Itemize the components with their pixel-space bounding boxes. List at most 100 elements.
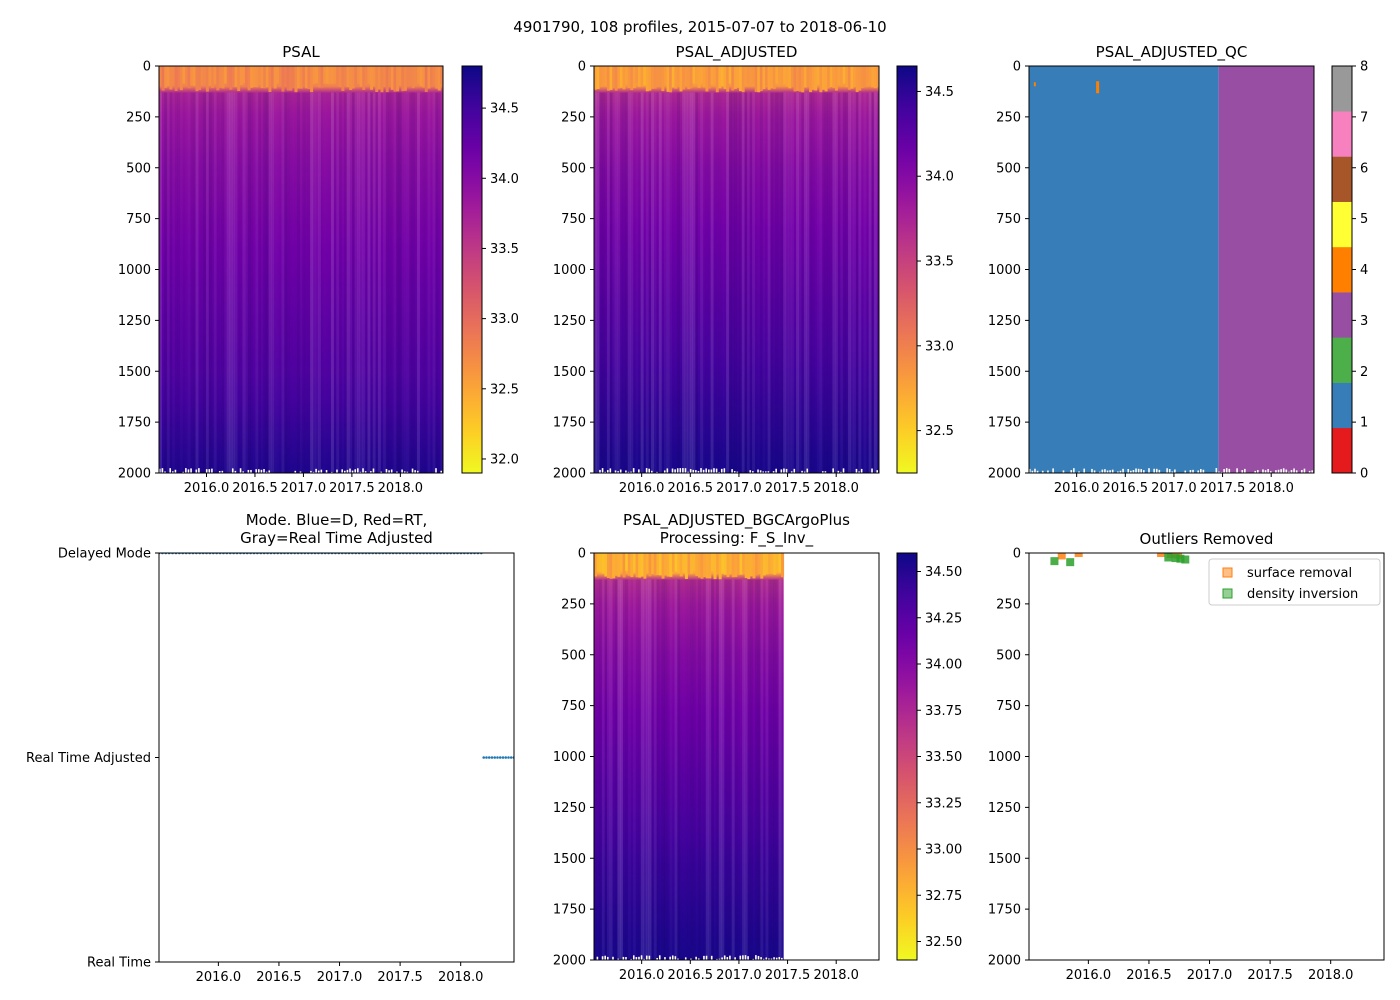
missing-data-gap xyxy=(1132,470,1135,473)
surface-layer-column xyxy=(666,66,670,92)
profile-streak xyxy=(601,92,605,473)
surface-layer-column xyxy=(697,553,701,578)
profile-streak xyxy=(695,92,699,473)
surface-layer-column xyxy=(354,66,358,88)
surface-layer-column xyxy=(294,66,298,93)
surface-layer-column xyxy=(203,66,207,85)
colorbar: 32.50 32.75 33.00 33.25 33.50 33.75 34.00 34.25… xyxy=(896,552,962,961)
surface-layer-column xyxy=(604,66,608,87)
x-tick-label: 2016.5 xyxy=(232,481,278,496)
surface-layer-column xyxy=(715,66,719,93)
missing-data-gap xyxy=(320,469,323,473)
missing-data-gap xyxy=(778,957,781,960)
surface-layer-column xyxy=(755,553,759,576)
surface-layer-column xyxy=(234,66,238,87)
y-tick-label: 1750 xyxy=(118,416,151,431)
missing-data-gap xyxy=(362,468,364,473)
missing-data-gap xyxy=(1244,468,1246,473)
x-tick-label: 2017.5 xyxy=(765,481,811,496)
surface-layer-column xyxy=(760,553,764,579)
missing-data-gap xyxy=(351,470,354,473)
profile-streak xyxy=(643,579,647,960)
surface-layer-column xyxy=(663,66,667,84)
surface-layer-column xyxy=(396,66,400,92)
profile-streak xyxy=(169,92,173,473)
surface-layer-column xyxy=(679,66,683,92)
surface-layer-column xyxy=(720,66,724,87)
x-tick-label: 2017.0 xyxy=(716,968,762,983)
profile-streak xyxy=(742,579,746,960)
surface-layer-column xyxy=(658,66,662,87)
surface-layer-column xyxy=(710,553,714,572)
missing-data-gap xyxy=(671,468,674,473)
missing-data-gap xyxy=(703,955,705,960)
missing-data-gap xyxy=(1189,470,1192,473)
surface-layer-column xyxy=(606,66,610,91)
missing-data-gap xyxy=(705,955,708,960)
x-tick-label: 2016.0 xyxy=(619,968,665,983)
profile-streak xyxy=(623,579,626,960)
missing-data-gap xyxy=(174,469,177,473)
missing-data-gap xyxy=(1192,469,1194,473)
missing-data-gap xyxy=(317,470,320,473)
profile-streak xyxy=(597,579,600,960)
surface-layer-column xyxy=(273,66,277,89)
profile-streak xyxy=(599,579,603,960)
profile-streak xyxy=(785,92,789,473)
colorbar-tick-label: 5 xyxy=(1360,212,1368,227)
surface-layer-column xyxy=(594,553,597,577)
surface-removal-point xyxy=(1157,553,1166,557)
plot-area xyxy=(159,553,514,759)
surface-layer-column xyxy=(731,553,735,578)
surface-layer-column xyxy=(164,66,168,88)
profile-streak xyxy=(185,92,188,473)
missing-data-gap xyxy=(1130,470,1132,473)
missing-data-gap xyxy=(1158,469,1161,473)
profile-streak xyxy=(817,92,820,473)
profile-streak xyxy=(279,92,282,473)
surface-layer-column xyxy=(304,66,308,89)
surface-layer-column xyxy=(736,66,740,88)
surface-layer-column xyxy=(651,66,654,89)
profile-streak xyxy=(680,92,683,473)
subplot-title-line: Gray=Real Time Adjusted xyxy=(240,529,433,547)
density-inversion-point xyxy=(1050,557,1059,566)
y-tick-label: 0 xyxy=(1013,547,1021,562)
surface-layer-column xyxy=(276,66,280,84)
surface-layer-column xyxy=(594,66,597,90)
surface-layer-column xyxy=(695,66,699,84)
surface-layer-column xyxy=(635,553,639,578)
y-tick-label: 2000 xyxy=(553,954,586,969)
figure-suptitle: 4901790, 108 profiles, 2015-07-07 to 201… xyxy=(513,18,886,36)
surface-layer-column xyxy=(741,66,745,93)
profile-streak xyxy=(265,92,269,473)
surface-layer-column xyxy=(172,66,176,85)
surface-layer-column xyxy=(768,553,772,573)
surface-layer-column xyxy=(708,66,711,89)
x-tick-label: 2016.0 xyxy=(619,481,665,496)
missing-data-gap xyxy=(790,471,793,473)
surface-layer-column xyxy=(630,66,634,91)
profile-streak xyxy=(370,92,374,473)
missing-data-gap xyxy=(396,471,398,473)
profile-streak xyxy=(242,92,246,473)
surface-layer-column xyxy=(739,553,743,575)
profile-streak xyxy=(752,579,755,960)
surface-layer-column xyxy=(770,66,774,89)
missing-data-gap xyxy=(1282,468,1285,473)
profile-streak xyxy=(619,579,623,960)
profile-streak xyxy=(871,92,875,473)
profile-streak xyxy=(336,92,340,473)
missing-data-gap xyxy=(781,957,783,960)
missing-data-gap xyxy=(357,468,359,473)
profile-streak xyxy=(705,92,709,473)
profile-streak xyxy=(310,92,314,473)
surface-layer-column xyxy=(179,66,183,91)
surface-layer-column xyxy=(401,66,405,92)
surface-layer-column xyxy=(427,66,431,89)
y-tick-label: 500 xyxy=(561,161,586,176)
x-tick-label: 2017.0 xyxy=(281,481,327,496)
profile-streak xyxy=(778,579,782,960)
colorbar-tick-label: 33.0 xyxy=(490,312,519,327)
